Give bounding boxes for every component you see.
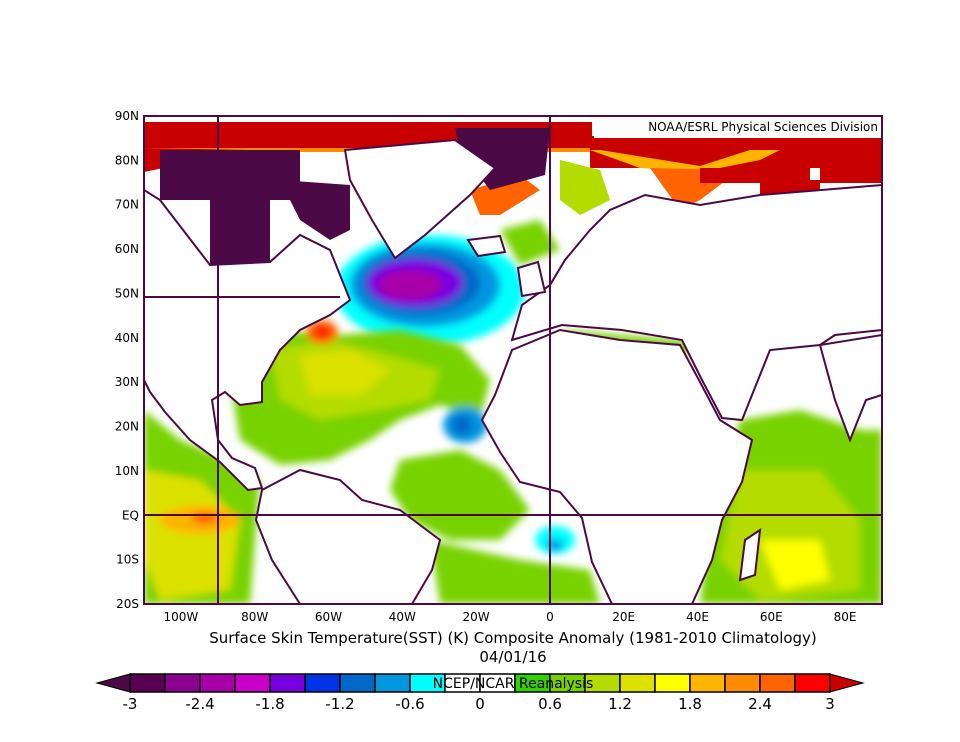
colorbar-bin (689, 673, 726, 693)
lon-label: 80E (834, 610, 857, 624)
latitude-labels: 90N 80N 70N 60N 50N 40N 30N 20N 10N EQ 10S 20S (115, 109, 139, 611)
colorbar-bin (794, 673, 831, 693)
south-atlantic-anomaly (390, 450, 600, 604)
lon-label: 60W (315, 610, 342, 624)
colorbar-tick-label: 2.4 (748, 695, 772, 713)
map-title: Surface Skin Temperature(SST) (K) Compos… (209, 629, 817, 647)
colorbar-tick-label: -1.2 (325, 695, 354, 713)
south-america (254, 468, 442, 604)
nw-atlantic-cold-anomaly (335, 235, 525, 345)
map-date: 04/01/16 (479, 648, 546, 666)
lon-label: 20W (463, 610, 490, 624)
lon-label: 40E (686, 610, 709, 624)
lat-label: 20N (115, 420, 139, 434)
colorbar-bin (374, 673, 411, 693)
colorbar-tick-label: 0.6 (538, 695, 562, 713)
lat-label: EQ (122, 508, 139, 522)
colorbar-bin (129, 673, 166, 693)
lat-label: 90N (115, 109, 139, 123)
credit-box (592, 118, 880, 136)
colorbar (95, 673, 865, 693)
colorbar-bin (269, 673, 306, 693)
lon-label: 0 (546, 610, 554, 624)
colorbar-under-triangle (95, 673, 131, 693)
north-atlantic-warm-anomaly (230, 220, 560, 465)
lat-label: 40N (115, 331, 139, 345)
colorbar-bin (724, 673, 761, 693)
lat-label: 30N (115, 375, 139, 389)
map-frame (143, 115, 883, 605)
lat-label: 20S (116, 597, 139, 611)
lat-label: 70N (115, 198, 139, 212)
colorbar-tick-labels: -3 -2.4 -1.8 -1.2 -0.6 0 0.6 1.2 1.8 2.4 3 (123, 695, 835, 713)
coastlines (144, 138, 882, 604)
colorbar-bin (199, 673, 236, 693)
british-isles (516, 260, 547, 298)
colorbar-tick-label: -0.6 (395, 695, 424, 713)
colorbar-bin (619, 673, 656, 693)
lat-label: 10S (116, 553, 139, 567)
north-america (144, 188, 352, 492)
lat-label: 80N (115, 153, 139, 167)
lat-label: 50N (115, 286, 139, 300)
canada-cold-anomaly (160, 128, 550, 265)
lon-label: 40W (389, 610, 416, 624)
colorbar-tick-label: -2.4 (185, 695, 214, 713)
india (818, 333, 882, 443)
longitude-labels: 100W 80W 60W 40W 20W 0 20E 40E 60E 80E (164, 610, 857, 624)
colorbar-tick-label: -3 (123, 695, 138, 713)
colorbar-tick-label: 0 (475, 695, 485, 713)
overlay-label: NCEP/NCAR Reanalysis (433, 676, 594, 692)
grid-lines (144, 116, 882, 604)
lat-label: 60N (115, 242, 139, 256)
colorbar-bin (759, 673, 796, 693)
iceland (466, 234, 507, 258)
madagascar (738, 527, 762, 582)
east-pacific-warm-anomaly (144, 410, 260, 604)
credit-label: NOAA/ESRL Physical Sciences Division (648, 120, 878, 134)
colorbar-bin (339, 673, 376, 693)
lon-label: 60E (760, 610, 783, 624)
colorbar-bin (654, 673, 691, 693)
colorbar-tick-label: 3 (825, 695, 835, 713)
lon-label: 80W (241, 610, 268, 624)
eurasia (510, 183, 882, 422)
lon-label: 20E (612, 610, 635, 624)
lon-label: 100W (164, 610, 199, 624)
colorbar-bin (304, 673, 341, 693)
colorbar-bin (234, 673, 271, 693)
colorbar-tick-label: 1.8 (678, 695, 702, 713)
colorbar-tick-label: 1.2 (608, 695, 632, 713)
colorbar-tick-label: -1.8 (255, 695, 284, 713)
greenland (343, 138, 497, 260)
colorbar-over-triangle (829, 673, 865, 693)
lat-label: 10N (115, 464, 139, 478)
colorbar-bin (164, 673, 201, 693)
